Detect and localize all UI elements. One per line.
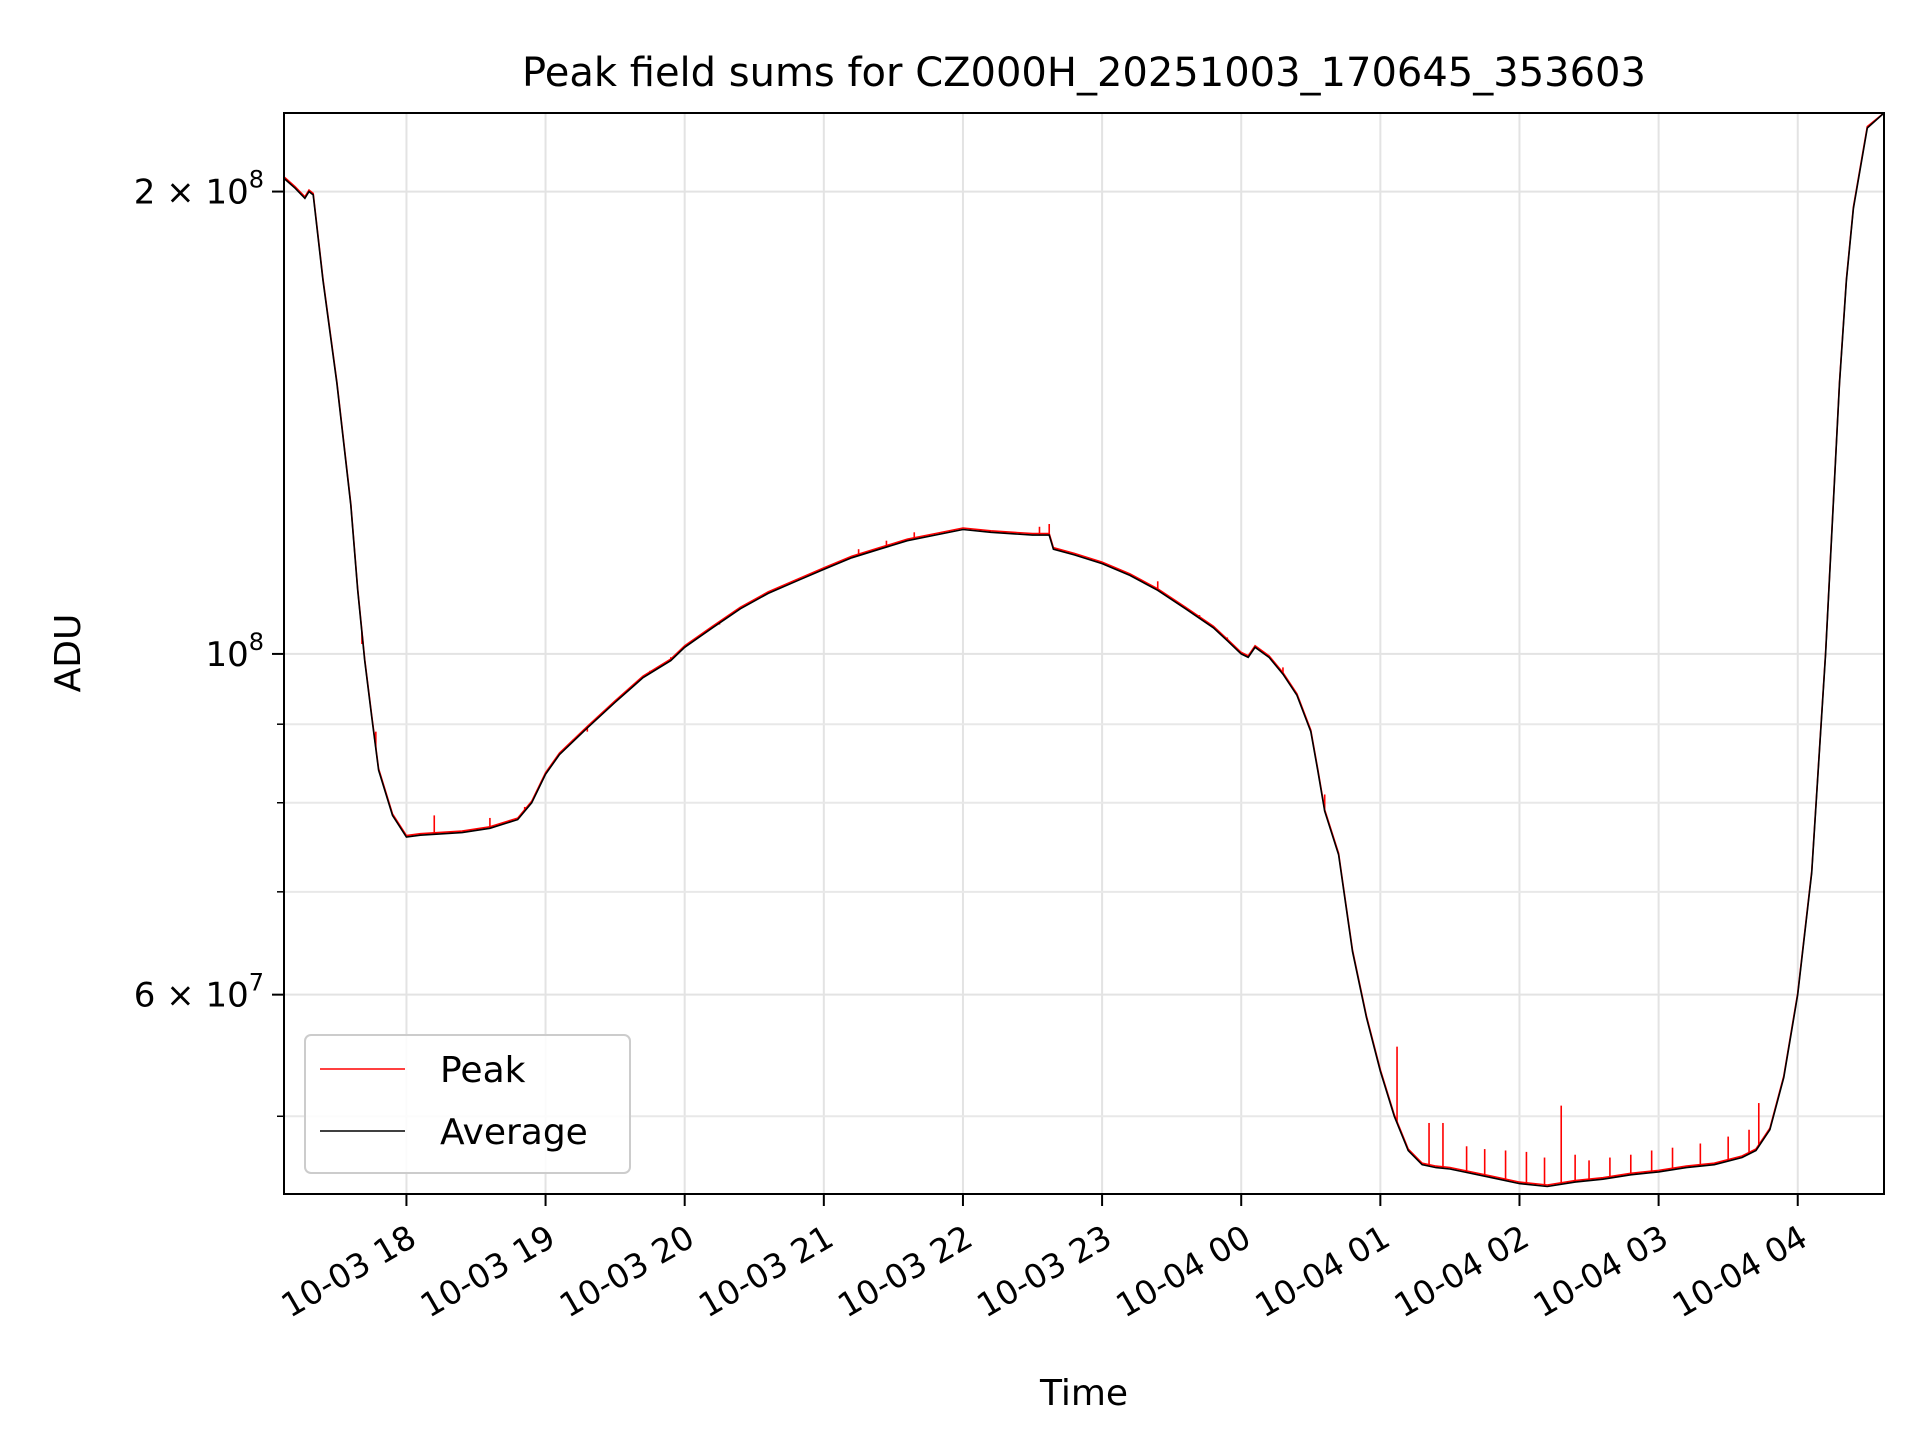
series-line-average <box>283 112 1885 1188</box>
plot-series <box>283 112 1885 1188</box>
series-line-peak <box>283 112 1885 1186</box>
x-axis-label: Time <box>1039 1373 1128 1414</box>
grid <box>284 113 1884 1194</box>
legend-peak-label: Peak <box>440 1050 526 1091</box>
chart-title: Peak field sums for CZ000H_20251003_1706… <box>522 50 1646 96</box>
legend: Peak Average <box>304 1034 631 1174</box>
y-tick-label: 2 × 108 <box>134 166 264 213</box>
y-tick-label: 6 × 107 <box>134 969 264 1016</box>
y-tick-label: 108 <box>205 628 264 675</box>
legend-average-label: Average <box>440 1112 588 1153</box>
y-axis-label: ADU <box>48 614 89 693</box>
